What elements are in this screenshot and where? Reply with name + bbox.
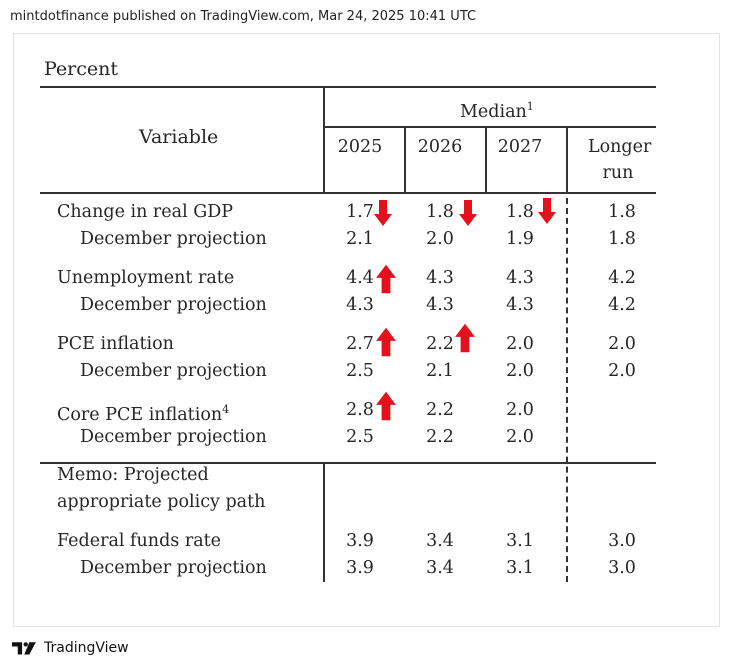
image-card	[13, 33, 720, 627]
row-label: December projection	[80, 229, 267, 249]
cell-value: 3.1	[506, 558, 534, 578]
cell-value: 2.0	[506, 334, 534, 354]
vline-2026	[404, 126, 406, 193]
cell-value: 2.2	[426, 334, 454, 354]
cell-value: 3.4	[426, 558, 454, 578]
cell-value: 1.9	[506, 229, 534, 249]
cell-value: 4.3	[506, 268, 534, 288]
cell-value: 2.2	[426, 427, 454, 447]
cell-value: 4.2	[608, 295, 636, 315]
memo-line-2: appropriate policy path	[57, 492, 266, 512]
cell-value: 4.3	[426, 295, 454, 315]
cell-value: 1.8	[506, 202, 534, 222]
row-label: December projection	[80, 427, 267, 447]
cell-value: 2.0	[608, 361, 636, 381]
cell-value: 2.0	[426, 229, 454, 249]
cell-value: 2.0	[506, 427, 534, 447]
row-label: Change in real GDP	[57, 202, 234, 222]
tradingview-logo-icon	[12, 642, 36, 655]
cell-value: 2.1	[346, 229, 374, 249]
cell-value: 2.7	[346, 334, 374, 354]
row-label: Unemployment rate	[57, 268, 235, 288]
cell-value: 2.5	[346, 361, 374, 381]
cell-value: 3.9	[346, 531, 374, 551]
cell-value: 3.0	[608, 531, 636, 551]
vline-2027	[485, 126, 487, 193]
cell-value: 2.2	[426, 400, 454, 420]
variable-header: Variable	[139, 126, 219, 148]
row-label: December projection	[80, 558, 267, 578]
units-label: Percent	[44, 58, 119, 80]
cell-value: 4.3	[426, 268, 454, 288]
down-arrow-icon	[538, 198, 556, 224]
up-arrow-icon	[376, 391, 396, 421]
cell-value: 4.3	[506, 295, 534, 315]
down-arrow-icon	[374, 200, 392, 226]
cell-value: 2.8	[346, 400, 374, 420]
cell-value: 2.0	[506, 400, 534, 420]
col-longer-run-1: Longer	[588, 137, 652, 157]
row-label: Federal funds rate	[57, 531, 222, 551]
vline-longer	[566, 126, 568, 193]
col-2027: 2027	[497, 137, 543, 157]
top-rule	[40, 86, 656, 88]
col-longer-run-2: run	[602, 163, 634, 183]
cell-value: 1.8	[608, 229, 636, 249]
tradingview-brand[interactable]: TradingView	[12, 640, 129, 656]
header-bottom-rule	[40, 192, 656, 194]
median-header: Median1	[460, 100, 534, 122]
row-label: December projection	[80, 295, 267, 315]
cell-value: 2.0	[608, 334, 636, 354]
cell-value: 4.2	[608, 268, 636, 288]
memo-rule	[40, 462, 656, 464]
publisher-line: mintdotfinance published on TradingView.…	[10, 9, 477, 24]
vline-memo	[323, 462, 325, 582]
cell-value: 3.1	[506, 531, 534, 551]
tradingview-wordmark: TradingView	[44, 640, 129, 656]
up-arrow-icon	[376, 327, 396, 357]
cell-value: 2.0	[506, 361, 534, 381]
cell-value: 2.5	[346, 427, 374, 447]
col-2026: 2026	[417, 137, 463, 157]
row-label: Core PCE inflation4	[57, 403, 230, 425]
row-label: December projection	[80, 361, 267, 381]
cell-value: 4.3	[346, 295, 374, 315]
cell-value: 3.0	[608, 558, 636, 578]
dashed-divider	[566, 198, 568, 582]
median-rule	[324, 126, 656, 128]
vline-variable	[323, 87, 325, 193]
cell-value: 3.9	[346, 558, 374, 578]
memo-line-1: Memo: Projected	[57, 465, 209, 485]
cell-value: 3.4	[426, 531, 454, 551]
cell-value: 2.1	[426, 361, 454, 381]
cell-value: 1.8	[426, 202, 454, 222]
col-2025: 2025	[337, 137, 383, 157]
cell-value: 4.4	[346, 268, 374, 288]
up-arrow-icon	[455, 323, 475, 353]
up-arrow-icon	[376, 264, 396, 294]
cell-value: 1.8	[608, 202, 636, 222]
down-arrow-icon	[459, 200, 477, 226]
row-label: PCE inflation	[57, 334, 174, 354]
cell-value: 1.7	[346, 202, 374, 222]
